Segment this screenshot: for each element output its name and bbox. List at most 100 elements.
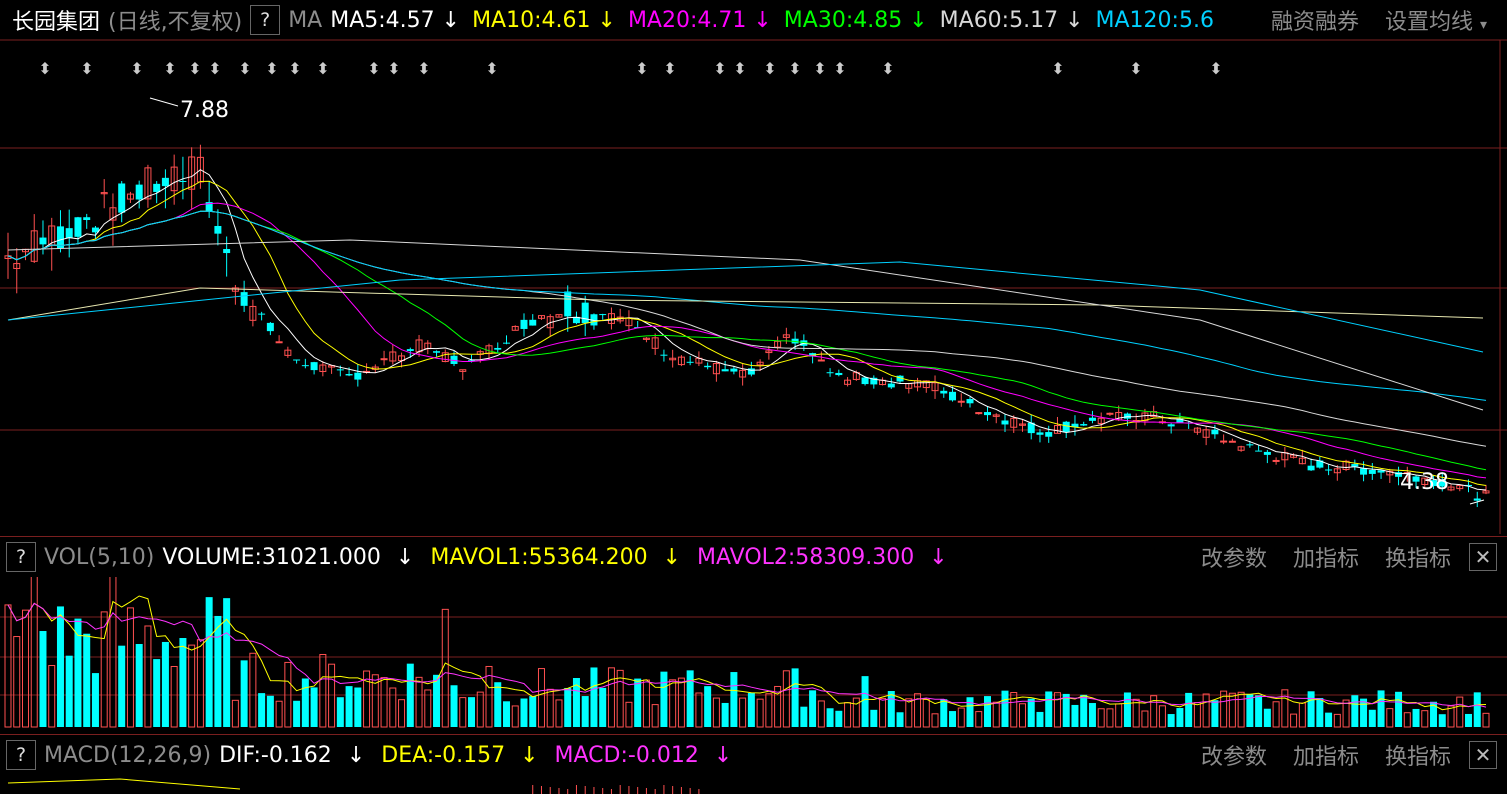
volume-bar (1045, 691, 1053, 727)
volume-value: VOLUME:31021.000 ↓ (162, 544, 415, 570)
volume-bar (835, 710, 843, 727)
candle-body (686, 361, 694, 363)
candle-body (844, 379, 852, 385)
candle-body (1045, 432, 1053, 437)
add-indicator-button[interactable]: 加指标 (1292, 547, 1359, 572)
event-marker-icon: ⬍ (635, 59, 648, 78)
set-ma-button[interactable]: 设置均线 ▾ (1384, 10, 1487, 35)
volume-bar (1298, 702, 1306, 728)
candle-body (555, 314, 563, 318)
ma-value-ma60: MA60:5.17 ↓ (939, 7, 1084, 33)
macd-indicator-label[interactable]: MACD(12,26,9) (44, 742, 212, 768)
volume-bar (205, 597, 213, 727)
macd-chart[interactable] (0, 775, 1507, 794)
volume-bar (13, 636, 21, 728)
volume-bar (1141, 710, 1149, 728)
price-header: 长园集团 (日线,不复权) ? MA MA5:4.57 ↓ MA10:4.61 ↓… (0, 0, 1507, 40)
mavol-line-10 (7, 602, 1487, 708)
candle-body (1036, 432, 1044, 435)
vol-indicator-label[interactable]: VOL(5,10) (44, 544, 155, 570)
volume-bar (1001, 690, 1009, 727)
volume-bar (642, 679, 650, 728)
volume-bar (258, 693, 266, 727)
ma-value-ma10: MA10:4.61 ↓ (472, 7, 616, 33)
candle-body (957, 400, 965, 403)
mavol2-value: MAVOL2:58309.300 ↓ (697, 544, 948, 570)
candle-body (1386, 470, 1394, 476)
volume-bar (1115, 703, 1123, 728)
volume-bar (161, 641, 169, 727)
candle-body (922, 380, 930, 389)
swap-indicator-button[interactable]: 换指标 (1384, 745, 1451, 770)
vol-help-button[interactable]: ? (6, 542, 36, 572)
volume-bar (196, 639, 204, 728)
volume-bar (450, 685, 458, 727)
candle-body (747, 368, 755, 375)
volume-bar (852, 697, 860, 728)
ma-indicator-label[interactable]: MA (288, 7, 323, 33)
volume-bar (91, 673, 99, 727)
event-marker-icon: ⬍ (713, 59, 726, 78)
candle-body (1412, 476, 1420, 482)
ma-line-long-1 (7, 287, 1484, 321)
candle-body (756, 361, 764, 366)
event-marker-icon: ⬍ (80, 59, 93, 78)
stock-name[interactable]: 长园集团 (12, 10, 101, 35)
change-params-button[interactable]: 改参数 (1200, 547, 1267, 572)
volume-bar (861, 676, 869, 727)
price-chart[interactable]: ⬍ ⬍ ⬍ ⬍ ⬍ ⬍ ⬍ ⬍ ⬍ ⬍ ⬍ ⬍ ⬍ ⬍ ⬍ ⬍ ⬍ ⬍ ⬍ ⬍ ⬍ ⬍ ⬍ ⬍ ⬍ ⬍ (0, 0, 1507, 534)
swap-indicator-button[interactable]: 换指标 (1384, 547, 1451, 572)
volume-bar (1176, 708, 1184, 727)
volume-bar (817, 700, 825, 728)
volume-bar (336, 697, 344, 727)
volume-bar (266, 695, 274, 727)
volume-bar (1473, 692, 1481, 727)
volume-bar (1071, 704, 1079, 727)
volume-bar (39, 631, 47, 727)
chevron-down-icon: ▾ (1479, 17, 1487, 33)
volume-bar (83, 633, 91, 727)
volume-bar (389, 687, 397, 728)
arrow-down-icon: ↓ (346, 742, 366, 768)
volume-bar (1132, 698, 1140, 728)
volume-bar (537, 668, 545, 728)
period-mode[interactable]: (日线,不复权) (108, 10, 243, 35)
volume-bar (809, 690, 817, 727)
volume-bar (992, 701, 1000, 728)
volume-bar (651, 704, 659, 728)
volume-bar (371, 674, 379, 728)
candle-body (1430, 480, 1438, 487)
volume-chart[interactable] (0, 577, 1507, 732)
candle-body (669, 357, 677, 361)
candle-body (468, 360, 476, 362)
volume-bar (293, 700, 301, 727)
add-indicator-button[interactable]: 加指标 (1292, 745, 1359, 770)
volume-bar (1281, 689, 1289, 728)
volume-bar (406, 663, 414, 727)
candle-body (284, 349, 292, 356)
volume-bar (459, 697, 467, 728)
candle-body (100, 192, 108, 195)
candle-body (275, 341, 283, 344)
candle-body (502, 342, 510, 344)
candle-body (537, 315, 545, 319)
close-icon[interactable]: ✕ (1469, 543, 1497, 571)
help-button[interactable]: ? (250, 5, 281, 35)
volume-bar (922, 698, 930, 728)
candle-body (188, 156, 196, 190)
macd-header: ? MACD(12,26,9) DIF:-0.162 ↓ DEA:-0.157 … (0, 735, 1507, 775)
margin-trading-button[interactable]: 融资融券 (1270, 10, 1359, 35)
volume-bar (660, 671, 668, 727)
macd-help-button[interactable]: ? (6, 740, 36, 770)
volume-bar (581, 696, 589, 727)
volume-bar (1088, 703, 1096, 727)
volume-bar (966, 697, 974, 727)
candle-body (1088, 417, 1096, 421)
volume-bar (494, 682, 502, 727)
close-icon[interactable]: ✕ (1469, 741, 1497, 769)
volume-bar (1255, 695, 1263, 727)
change-params-button[interactable]: 改参数 (1200, 745, 1267, 770)
candle-body (310, 362, 318, 371)
candle-body (712, 363, 720, 375)
candle-body (511, 325, 519, 331)
